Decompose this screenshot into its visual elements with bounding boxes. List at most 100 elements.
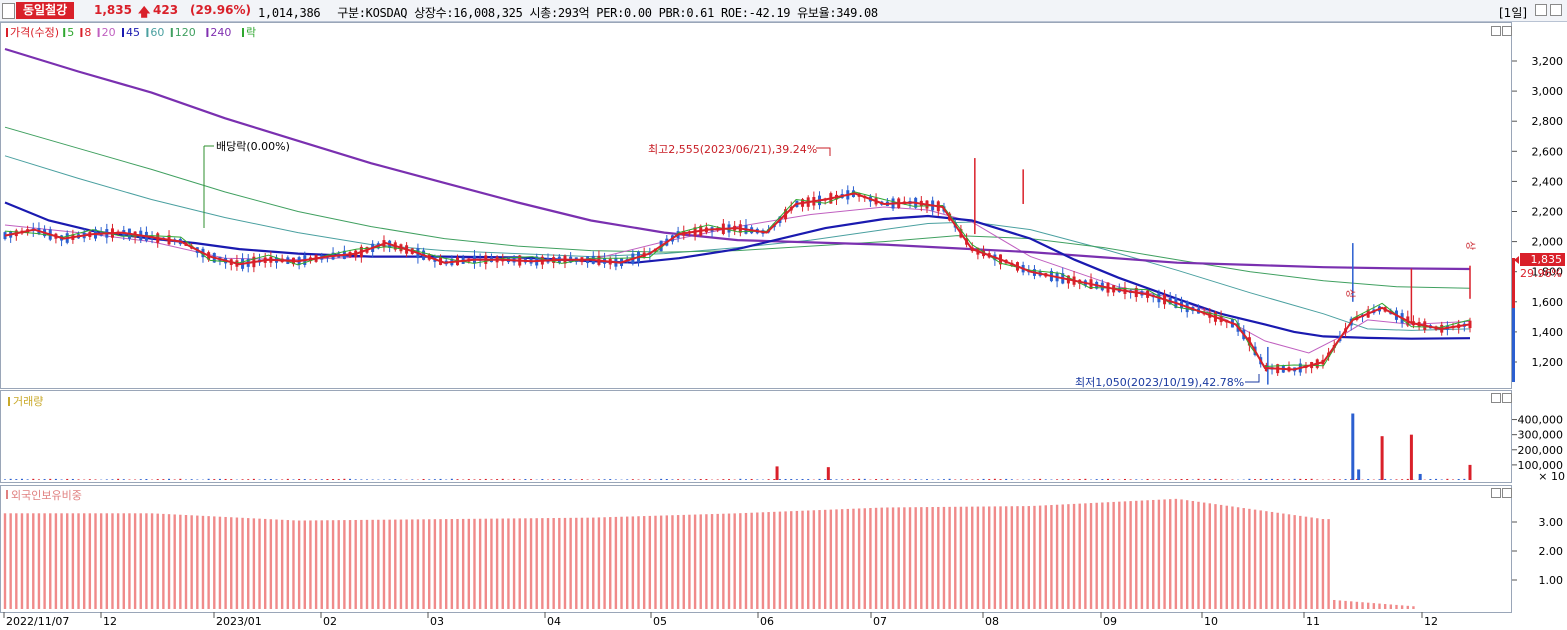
volume-bar [1401,479,1404,480]
volume-bar [563,479,566,480]
volume-bar [603,479,606,480]
foreign-ratio-bar [1152,499,1155,609]
volume-bar [15,479,18,480]
foreign-ratio-bar [818,510,821,609]
x-label: 03 [430,615,444,628]
foreign-ratio-bar [1038,505,1042,609]
stock-search-box[interactable] [2,3,15,19]
volume-panel-minimize-icon[interactable] [1491,393,1501,403]
volume-bar [4,479,6,480]
volume-bar [88,479,91,480]
foreign-ratio-bar [795,510,799,609]
foreign-ratio-bar [603,517,606,609]
foreign-ratio-bar [1316,518,1319,609]
foreign-ratio-bar [631,516,635,609]
ma45-line [4,201,1471,340]
panel-buttons[interactable] [1491,26,1512,498]
volume-bar [552,479,555,480]
foreign-ratio-bar [501,518,504,609]
volume-bar [682,479,685,480]
foreign-ratio-bar [835,509,838,609]
candle-body [1468,320,1472,329]
foreign-ratio-bar [478,518,482,609]
volume-bar [897,479,900,480]
volume-bar [224,478,227,480]
foreign-ratio-bar [671,515,674,609]
volume-bar [524,479,527,480]
volume-bar [1220,479,1223,480]
volume-bar [959,479,962,480]
foreign-ratio-bar [1033,505,1036,609]
price-panel-close-icon[interactable] [1502,26,1512,36]
foreign-ratio-bar [937,506,940,609]
current-price: 1,835 [94,3,132,17]
foreign-ratio-bar [807,510,810,609]
volume-panel-frame [0,390,1512,483]
minimize-icon[interactable] [1535,4,1547,16]
foreign-panel-frame [0,485,1512,613]
foreign-ratio-bar [150,513,154,609]
x-label: 05 [653,615,667,628]
foreign-ratio-bar [790,511,793,609]
foreign-ratio-bar [348,520,352,609]
volume-y-label: 100,000 [1518,459,1564,472]
foreign-panel-minimize-icon[interactable] [1491,488,1501,498]
foreign-ratio-bar [450,519,454,609]
svg-text:거래량: 거래량 [13,395,43,408]
volume-bar [597,479,600,480]
volume-bar [1112,479,1115,480]
volume-bar [428,479,431,480]
volume-bar [207,478,210,480]
maximize-icon[interactable] [1550,4,1562,16]
foreign-ratio-bar [580,517,584,609]
foreign-ratio-bar [1350,601,1353,609]
foreign-ratio-bar [959,506,963,609]
period-selector[interactable]: [1일] [1499,6,1528,20]
up-arrow-icon: 🡅 [138,5,151,19]
foreign-ratio-bar [167,514,171,609]
volume-bar [1174,479,1177,480]
volume-bar [829,479,832,480]
foreign-ratio-bar [1310,517,1313,609]
volume-peak-bar [1351,413,1355,480]
foreign-ratio-bar [648,515,652,609]
foreign-ratio-bar [637,516,640,609]
foreign-ratio-bar [1118,501,1121,609]
current-rate-tag: 29.96% [1520,267,1562,280]
stock-name[interactable]: 동일철강 [16,2,75,19]
x-label: 07 [873,615,887,628]
foreign-ratio-bar [32,513,35,609]
foreign-ratio-bar [371,519,374,609]
volume-bar [694,479,697,480]
volume-bar [767,479,770,480]
volume-bar [728,479,731,480]
foreign-ratio-bar [982,506,985,609]
volume-bar [1169,479,1172,480]
foreign-ratio-bar [1004,506,1008,609]
stock-chart[interactable]: 3,200 3,000 2,800 2,600 2,400 2,200 2,000 1,800… [0,22,1567,630]
volume-legend: 거래량 [8,395,43,408]
foreign-legend: 외국인보유비중 [6,489,82,502]
volume-bar [631,479,634,480]
foreign-panel-close-icon[interactable] [1502,488,1512,498]
volume-panel-close-icon[interactable] [1502,393,1512,403]
foreign-ratio-bar [196,515,199,609]
foreign-ratio-bar [484,518,487,609]
foreign-ratio-bar [812,510,816,609]
volume-bar [643,479,646,480]
foreign-ratio-bar [563,517,567,609]
foreign-ratio-bar [105,513,109,609]
volume-peak-bar [1418,473,1422,480]
info-bar: 동일철강 1,835 🡅 423 (29.96%) 1,014,386 구분:K… [0,0,1567,22]
volume-bar [1271,478,1274,480]
foreign-ratio-bar [569,517,572,609]
volume-bar [298,479,301,480]
volume-bar [190,479,193,480]
volume-bar [1310,478,1313,480]
foreign-ratio-bar [275,519,278,609]
price-panel-minimize-icon[interactable] [1491,26,1501,36]
foreign-ratio-bar [184,515,188,609]
volume-bar [252,478,255,480]
foreign-ratio-bar [286,520,290,609]
foreign-ratio-bar [874,507,878,609]
